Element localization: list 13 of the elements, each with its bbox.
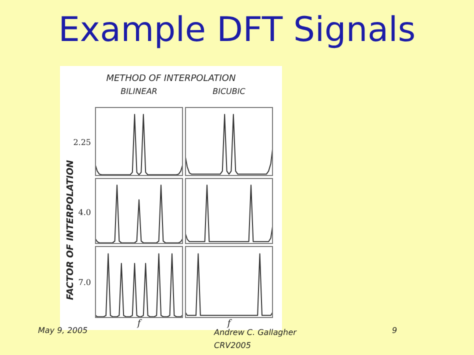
chart-title: BILINEAR xyxy=(120,87,158,96)
y-axis-title: 4.0 xyxy=(78,208,91,217)
text: Andrew C. Gallagher CRV2005 xyxy=(214,328,296,352)
text: FACTOR OF INTERPOLATION xyxy=(66,160,76,300)
x-axis-title: f xyxy=(136,319,143,329)
text: May 9, 2005 xyxy=(38,326,88,335)
y-axis-title: 2.25 xyxy=(72,138,91,148)
text: METHOD OF INTERPOLATION xyxy=(105,74,237,84)
text: 9 xyxy=(392,326,398,335)
x-axis-title: f xyxy=(226,319,232,329)
chart-title: BICUBIC xyxy=(212,87,246,96)
y-axis-title: 7.0 xyxy=(78,278,91,288)
text: Example DFT Signals xyxy=(57,10,417,50)
